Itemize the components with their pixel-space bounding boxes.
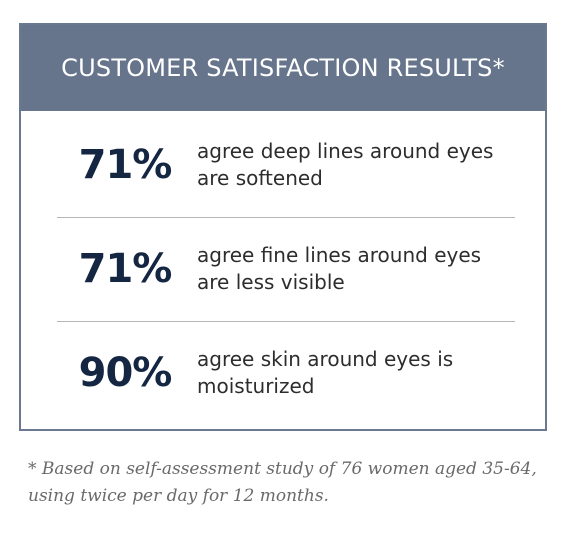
stat-percentage: 71% [78, 142, 173, 188]
stat-percentage: 90% [78, 350, 173, 396]
stat-description-line: agree fine lines around eyes [197, 243, 482, 267]
stat-description: agree fine lines around eyes are less vi… [197, 242, 481, 296]
card-title: CUSTOMER SATISFACTION RESULTS* [61, 54, 505, 82]
satisfaction-results-card: CUSTOMER SATISFACTION RESULTS* 71% agree… [19, 23, 547, 431]
card-header: CUSTOMER SATISFACTION RESULTS* [21, 25, 545, 111]
stat-description: agree skin around eyes is moisturized [197, 346, 453, 400]
stat-row: 90% agree skin around eyes is moisturize… [57, 321, 515, 425]
stat-row: 71% agree deep lines around eyes are sof… [57, 113, 515, 217]
stat-percentage: 71% [78, 246, 173, 292]
footnote: * Based on self-assessment study of 76 w… [28, 456, 537, 510]
stat-description: agree deep lines around eyes are softene… [197, 138, 493, 192]
row-divider [57, 217, 515, 218]
stat-description-line: are less visible [197, 270, 345, 294]
stat-description-line: agree skin around eyes is [197, 347, 454, 371]
stat-row: 71% agree fine lines around eyes are les… [57, 217, 515, 321]
footnote-line: * Based on self-assessment study of 76 w… [28, 459, 537, 479]
row-divider [57, 321, 515, 322]
stat-description-line: agree deep lines around eyes [197, 139, 494, 163]
footnote-line: using twice per day for 12 months. [28, 486, 329, 506]
stat-description-line: moisturized [197, 374, 315, 398]
stat-description-line: are softened [197, 166, 323, 190]
